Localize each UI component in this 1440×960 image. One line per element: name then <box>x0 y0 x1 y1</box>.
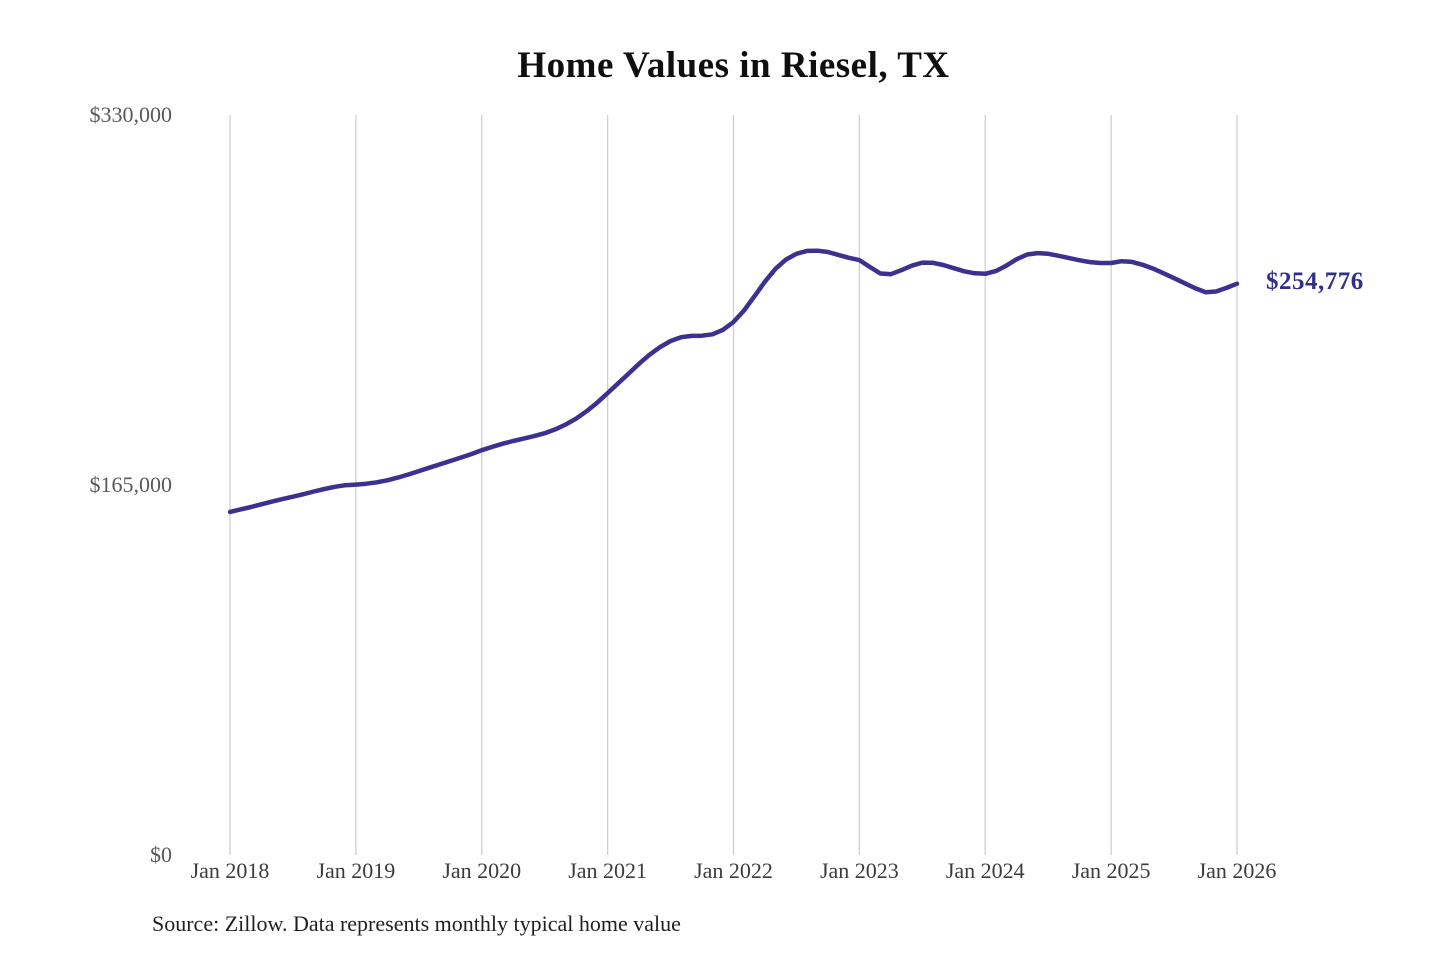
y-axis-tick-label: $330,000 <box>89 102 173 127</box>
source-attribution: Source: Zillow. Data represents monthly … <box>152 911 681 936</box>
x-axis-tick-label: Jan 2025 <box>1071 858 1151 883</box>
y-axis-tick-label: $165,000 <box>89 472 173 497</box>
y-axis-tick-label: $0 <box>150 842 172 867</box>
latest-value-annotation: $254,776 <box>1266 267 1364 295</box>
chart-title: Home Values in Riesel, TX <box>517 45 950 86</box>
x-axis-tick-label: Jan 2021 <box>568 858 648 883</box>
x-axis-tick-label: Jan 2026 <box>1197 858 1277 883</box>
x-axis-tick-label: Jan 2020 <box>442 858 522 883</box>
vertical-gridlines <box>229 115 1238 855</box>
x-axis-tick-label: Jan 2022 <box>694 858 773 883</box>
x-axis-tick-label: Jan 2019 <box>316 858 396 883</box>
x-axis-tick-label: Jan 2023 <box>819 858 899 883</box>
x-axis-tick-label: Jan 2018 <box>190 858 270 883</box>
home-value-line-series <box>227 248 1240 515</box>
x-axis-tick-label: Jan 2024 <box>945 858 1025 883</box>
